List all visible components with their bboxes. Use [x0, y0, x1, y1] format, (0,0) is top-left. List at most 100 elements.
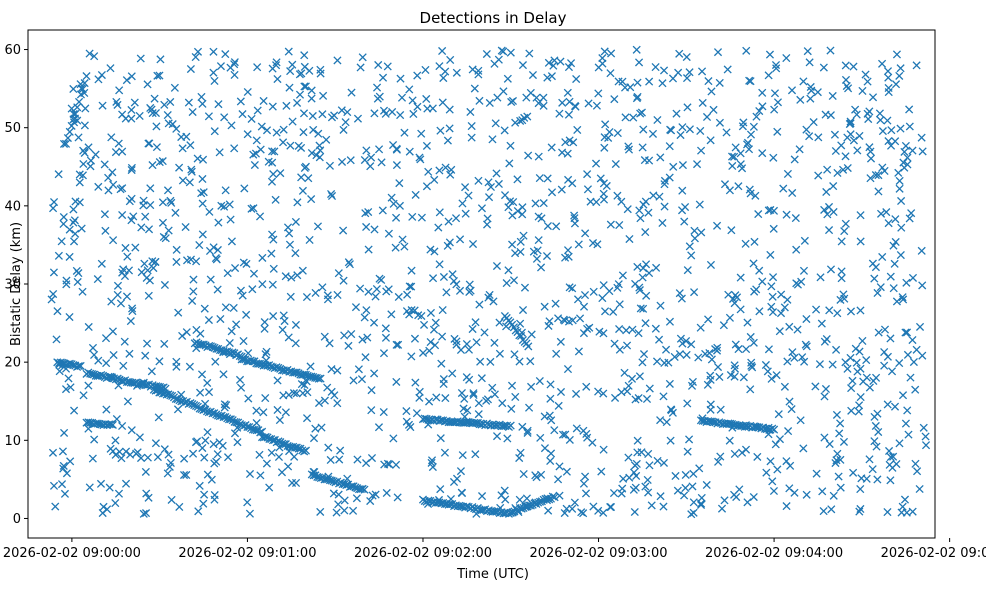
data-point — [878, 127, 887, 136]
data-point — [84, 424, 93, 433]
data-point — [589, 287, 598, 296]
data-point — [508, 96, 518, 106]
data-point — [510, 350, 519, 359]
data-point — [164, 450, 173, 459]
data-point — [507, 404, 516, 413]
data-point — [883, 352, 892, 361]
data-point — [704, 77, 713, 86]
data-point — [469, 389, 478, 398]
data-point — [275, 416, 284, 425]
data-point — [544, 58, 553, 67]
data-point — [425, 346, 434, 355]
data-point — [912, 61, 921, 70]
data-point — [231, 263, 240, 273]
data-point — [141, 351, 150, 360]
data-point — [592, 101, 601, 110]
data-point — [599, 508, 608, 517]
data-point — [634, 329, 643, 338]
data-point — [226, 63, 235, 72]
data-point — [379, 106, 389, 115]
data-point — [300, 62, 309, 71]
data-point — [437, 359, 446, 368]
y-tick-label: 50 — [4, 121, 21, 136]
data-point — [449, 276, 458, 286]
data-point — [250, 160, 259, 170]
data-point — [160, 280, 169, 290]
data-point — [678, 339, 687, 348]
data-point — [379, 349, 389, 358]
data-point — [77, 224, 86, 233]
data-point — [106, 444, 115, 453]
data-point — [915, 322, 925, 331]
data-point — [185, 362, 194, 371]
data-point — [725, 313, 734, 322]
data-point — [137, 223, 146, 232]
data-point — [247, 114, 256, 123]
data-point — [519, 231, 528, 240]
data-point — [485, 290, 494, 300]
data-point — [186, 64, 195, 74]
data-point — [907, 209, 916, 218]
data-point — [697, 228, 706, 237]
data-point — [872, 442, 881, 451]
data-point — [181, 222, 190, 232]
scatter-points — [47, 45, 931, 519]
data-point — [260, 318, 269, 327]
data-point — [822, 187, 831, 197]
data-point — [97, 259, 106, 268]
data-point — [135, 433, 144, 442]
data-point — [362, 306, 371, 315]
data-point — [517, 331, 526, 341]
data-point — [606, 69, 615, 78]
data-point — [717, 504, 727, 513]
data-point — [617, 197, 626, 206]
data-point — [457, 388, 466, 398]
data-point — [900, 495, 910, 504]
data-point — [116, 299, 126, 308]
data-point — [227, 327, 236, 336]
data-point — [333, 399, 342, 408]
data-point — [438, 98, 447, 107]
data-point — [62, 469, 71, 478]
data-point — [51, 502, 60, 511]
data-point — [230, 70, 239, 79]
data-point — [239, 337, 248, 346]
data-point — [767, 374, 776, 383]
data-point — [285, 83, 294, 92]
data-point — [396, 111, 405, 120]
data-point — [354, 365, 363, 374]
y-tick-label: 30 — [4, 278, 21, 293]
y-tick-label: 60 — [4, 43, 21, 58]
data-point — [584, 99, 593, 108]
data-point — [785, 484, 794, 493]
data-point — [731, 143, 740, 152]
data-point — [464, 191, 473, 200]
data-point — [802, 125, 811, 134]
data-point — [237, 355, 246, 364]
data-point — [624, 145, 634, 154]
data-point — [236, 97, 245, 106]
data-point — [101, 334, 111, 343]
data-point — [209, 243, 218, 252]
data-point — [217, 201, 226, 210]
data-point — [178, 176, 187, 185]
data-point — [785, 322, 794, 331]
data-point — [534, 212, 543, 221]
data-point — [546, 380, 555, 389]
data-point — [769, 153, 778, 162]
data-point — [552, 222, 561, 231]
data-point — [314, 398, 324, 408]
data-point — [436, 126, 445, 135]
data-point — [871, 421, 880, 431]
data-point — [243, 87, 252, 97]
data-point — [908, 273, 918, 282]
data-point — [552, 349, 561, 358]
data-point — [439, 73, 448, 83]
data-point — [846, 117, 855, 126]
data-point — [883, 508, 892, 517]
data-point — [428, 274, 438, 283]
data-point — [773, 98, 783, 107]
data-point — [147, 367, 156, 376]
data-point — [511, 392, 520, 401]
data-point — [696, 323, 705, 332]
